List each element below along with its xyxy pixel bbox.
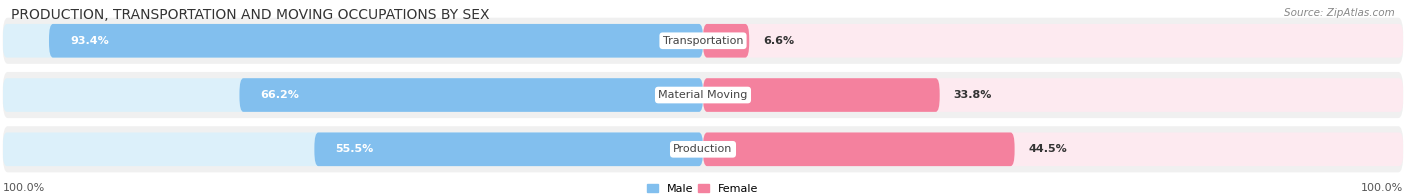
Text: 44.5%: 44.5% bbox=[1029, 144, 1067, 154]
FancyBboxPatch shape bbox=[3, 24, 703, 58]
FancyBboxPatch shape bbox=[3, 132, 703, 166]
Text: 100.0%: 100.0% bbox=[1361, 183, 1403, 193]
Text: 33.8%: 33.8% bbox=[953, 90, 993, 100]
Text: Transportation: Transportation bbox=[662, 36, 744, 46]
Text: 6.6%: 6.6% bbox=[763, 36, 794, 46]
Text: PRODUCTION, TRANSPORTATION AND MOVING OCCUPATIONS BY SEX: PRODUCTION, TRANSPORTATION AND MOVING OC… bbox=[11, 8, 489, 22]
FancyBboxPatch shape bbox=[3, 18, 1403, 64]
FancyBboxPatch shape bbox=[3, 126, 1403, 172]
FancyBboxPatch shape bbox=[703, 132, 1403, 166]
Text: 100.0%: 100.0% bbox=[3, 183, 45, 193]
Text: Material Moving: Material Moving bbox=[658, 90, 748, 100]
Text: 55.5%: 55.5% bbox=[336, 144, 374, 154]
FancyBboxPatch shape bbox=[49, 24, 703, 58]
FancyBboxPatch shape bbox=[315, 132, 703, 166]
Text: 66.2%: 66.2% bbox=[260, 90, 299, 100]
Text: 93.4%: 93.4% bbox=[70, 36, 108, 46]
FancyBboxPatch shape bbox=[239, 78, 703, 112]
FancyBboxPatch shape bbox=[703, 24, 749, 58]
FancyBboxPatch shape bbox=[703, 78, 1403, 112]
Text: Production: Production bbox=[673, 144, 733, 154]
FancyBboxPatch shape bbox=[3, 72, 1403, 118]
FancyBboxPatch shape bbox=[703, 78, 939, 112]
FancyBboxPatch shape bbox=[703, 24, 1403, 58]
Legend: Male, Female: Male, Female bbox=[647, 184, 759, 194]
Text: Source: ZipAtlas.com: Source: ZipAtlas.com bbox=[1284, 8, 1395, 18]
FancyBboxPatch shape bbox=[3, 78, 703, 112]
FancyBboxPatch shape bbox=[703, 132, 1015, 166]
